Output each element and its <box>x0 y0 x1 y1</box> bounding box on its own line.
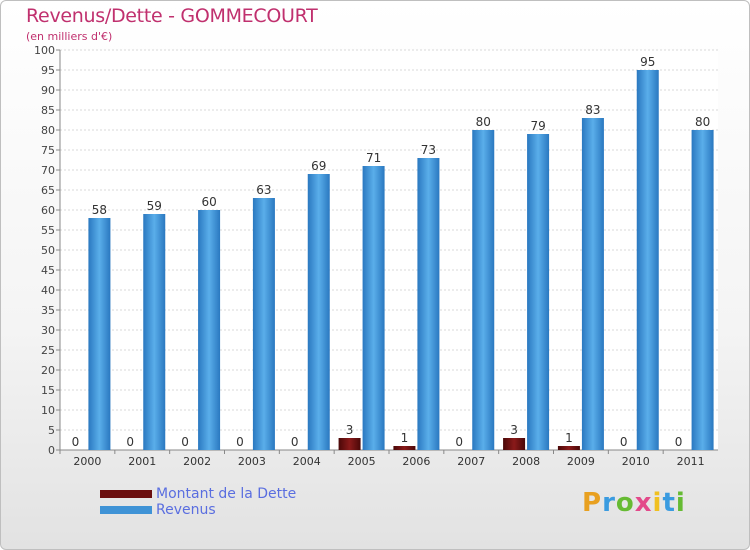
x-tick-label: 2010 <box>622 455 650 468</box>
y-tick-label: 25 <box>41 344 55 357</box>
y-tick-label: 0 <box>48 444 55 457</box>
data-label: 3 <box>510 423 518 437</box>
legend-swatch-dette <box>100 490 152 498</box>
data-label: 95 <box>640 55 655 69</box>
y-tick-label: 35 <box>41 304 55 317</box>
bar-dette <box>557 446 580 450</box>
brand-letter: r <box>602 488 616 518</box>
bar-revenus <box>143 214 166 450</box>
bar-revenus <box>307 174 330 450</box>
legend-label-dette: Montant de la Dette <box>156 486 297 502</box>
bar-revenus <box>691 130 714 450</box>
data-label: 83 <box>585 103 600 117</box>
y-tick-label: 95 <box>41 64 55 77</box>
bar-revenus <box>581 118 604 450</box>
y-tick-label: 50 <box>41 244 55 257</box>
x-tick-label: 2009 <box>567 455 595 468</box>
data-label: 60 <box>201 195 216 209</box>
y-tick-label: 30 <box>41 324 55 337</box>
legend-label-revenus: Revenus <box>156 502 216 518</box>
x-tick-label: 2008 <box>512 455 540 468</box>
data-label: 63 <box>256 183 271 197</box>
x-tick-label: 2006 <box>402 455 430 468</box>
y-tick-label: 85 <box>41 104 55 117</box>
data-label: 58 <box>92 203 107 217</box>
data-label: 0 <box>181 435 189 449</box>
bar-dette <box>393 446 416 450</box>
y-tick-label: 60 <box>41 204 55 217</box>
bar-revenus <box>527 134 550 450</box>
y-tick-label: 80 <box>41 124 55 137</box>
bar-revenus <box>252 198 275 450</box>
chart-subtitle: (en milliers d'€) <box>26 30 113 43</box>
brand-letter: x <box>634 488 653 518</box>
x-tick-label: 2001 <box>128 455 156 468</box>
bar-dette <box>338 438 361 450</box>
brand-letter: o <box>615 488 635 518</box>
data-label: 69 <box>311 159 326 173</box>
bar-dette <box>503 438 526 450</box>
brand-letter: t <box>662 488 676 518</box>
legend: Montant de la Dette Revenus <box>100 486 296 518</box>
y-tick-label: 70 <box>41 164 55 177</box>
x-tick-label: 2003 <box>238 455 266 468</box>
bar-revenus <box>636 70 659 450</box>
data-label: 59 <box>147 199 162 213</box>
bar-revenus <box>88 218 111 450</box>
data-label: 79 <box>530 119 545 133</box>
data-label: 73 <box>421 143 436 157</box>
bar-revenus <box>472 130 495 450</box>
data-label: 0 <box>72 435 80 449</box>
data-label: 80 <box>476 115 491 129</box>
x-tick-label: 2004 <box>293 455 321 468</box>
data-label: 71 <box>366 151 381 165</box>
y-tick-label: 75 <box>41 144 55 157</box>
data-label: 0 <box>620 435 628 449</box>
data-label: 0 <box>236 435 244 449</box>
y-tick-label: 55 <box>41 224 55 237</box>
data-label: 1 <box>565 431 573 445</box>
bar-revenus <box>362 166 385 450</box>
y-tick-label: 15 <box>41 384 55 397</box>
data-label: 0 <box>675 435 683 449</box>
y-tick-label: 40 <box>41 284 55 297</box>
x-tick-label: 2005 <box>348 455 376 468</box>
bar-revenus <box>417 158 440 450</box>
legend-item-dette: Montant de la Dette <box>100 486 296 502</box>
y-tick-label: 5 <box>48 424 55 437</box>
y-tick-label: 20 <box>41 364 55 377</box>
data-label: 0 <box>455 435 463 449</box>
y-tick-label: 90 <box>41 84 55 97</box>
chart-title: Revenus/Dette - GOMMECOURT <box>26 5 318 27</box>
data-label: 3 <box>346 423 354 437</box>
x-tick-label: 2000 <box>73 455 101 468</box>
y-tick-label: 65 <box>41 184 55 197</box>
x-tick-label: 2011 <box>677 455 705 468</box>
y-tick-label: 45 <box>41 264 55 277</box>
brand-letter: i <box>675 488 686 518</box>
y-tick-label: 100 <box>34 44 55 57</box>
brand-logo: Proxiti <box>582 488 686 518</box>
y-tick-label: 10 <box>41 404 55 417</box>
data-label: 1 <box>401 431 409 445</box>
brand-letter: P <box>582 488 603 518</box>
bar-revenus <box>198 210 221 450</box>
x-tick-label: 2002 <box>183 455 211 468</box>
data-label: 0 <box>126 435 134 449</box>
legend-swatch-revenus <box>100 506 152 514</box>
x-tick-label: 2007 <box>457 455 485 468</box>
brand-letter: i <box>652 488 663 518</box>
data-label: 0 <box>291 435 299 449</box>
data-label: 80 <box>695 115 710 129</box>
legend-item-revenus: Revenus <box>100 502 296 518</box>
